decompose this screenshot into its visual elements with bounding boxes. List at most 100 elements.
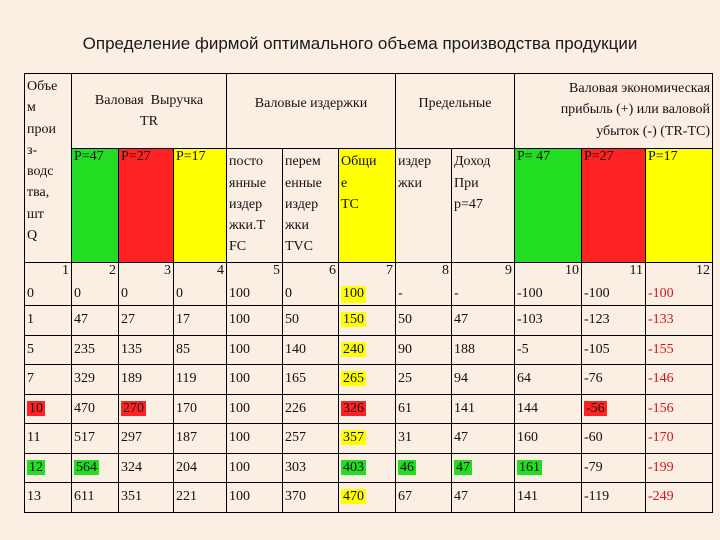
table-cell: 324 (118, 452, 174, 484)
table-cell: 188 (451, 334, 515, 366)
column-number-cell: 11 -100 (581, 262, 646, 307)
table-cell: 235 (71, 334, 119, 366)
table-cell-value: 270 (121, 400, 146, 416)
table-cell: 31 (395, 423, 452, 454)
column-number-cell: 2 0 (71, 262, 119, 307)
table-cell: 297 (118, 423, 174, 454)
column-number: 1 (62, 263, 69, 279)
table-cell: 470 (338, 482, 396, 513)
table-cell-value: 265 (341, 371, 366, 387)
table-cell: 135 (118, 334, 174, 366)
header-marginal-group: Предельные (395, 72, 515, 150)
table-cell: -155 (644, 334, 714, 366)
column-number: 12 (696, 263, 711, 279)
column-number: 5 (273, 263, 280, 279)
table-cell-value: 240 (341, 341, 366, 357)
column-number-cell: 6 0 (282, 262, 339, 307)
table-cell: 189 (118, 364, 174, 395)
table-cell: 100 (341, 286, 366, 304)
table-row: 13 611 351 221 100 370 470 67 47 141 -11… (24, 482, 714, 513)
table-cell-value: 150 (341, 312, 366, 328)
header-tc-group: Валовые издержки (226, 72, 396, 150)
table-cell: 170 (173, 393, 227, 425)
table-cell: 100 (226, 334, 283, 366)
table-row: 7 329 189 119 100 165 265 25 94 64 -76 -… (24, 364, 714, 395)
table-cell: -79 (581, 452, 646, 484)
column-number: 2 (109, 263, 116, 279)
table-cell-value: 326 (341, 400, 366, 416)
column-number: 11 (629, 263, 643, 279)
table-cell: 403 (338, 452, 396, 484)
table-cell: - (398, 286, 403, 302)
table-cell: 27 (118, 305, 174, 336)
table-cell-value: 564 (74, 459, 99, 475)
table-cell: 46 (395, 452, 452, 484)
table-cell: 240 (338, 334, 396, 366)
table-row: 11 517 297 187 100 257 357 31 47 160 -60… (24, 423, 714, 454)
table-cell: 141 (514, 482, 582, 513)
column-number-cell: 7 100 (338, 262, 396, 307)
table-cell: 221 (173, 482, 227, 513)
column-number-cell: 1 0 (24, 262, 72, 307)
table-cell: 17 (173, 305, 227, 336)
column-number: 3 (164, 263, 171, 279)
table-cell: -100 (648, 286, 674, 302)
table-cell: 61 (395, 393, 452, 425)
column-number: 8 (442, 263, 449, 279)
header-profit-p17: P=17 (644, 148, 714, 264)
table-cell: 119 (173, 364, 227, 395)
table-cell: 5 (24, 334, 72, 366)
column-number-cell: 9 - (451, 262, 515, 307)
table-cell-value: 357 (341, 430, 366, 446)
table-cell: 144 (514, 393, 582, 425)
table-cell: 11 (24, 423, 72, 454)
column-number-cell: 5 100 (226, 262, 283, 307)
table-cell: - (454, 286, 459, 302)
table-cell: 161 (514, 452, 582, 484)
header-tr-p17: P=17 (173, 148, 227, 264)
header-tvc: перем енные издер жки TVC (282, 148, 339, 264)
table-cell: 25 (395, 364, 452, 395)
table-cell: 47 (451, 482, 515, 513)
table-cell-value: 470 (341, 489, 366, 505)
table-cell: 7 (24, 364, 72, 395)
column-number: 9 (505, 263, 512, 279)
table-cell: 357 (338, 423, 396, 454)
table-cell: 160 (514, 423, 582, 454)
table-cell: 100 (226, 364, 283, 395)
table-cell: 226 (282, 393, 339, 425)
column-number: 6 (329, 263, 336, 279)
table-cell: 100 (226, 482, 283, 513)
table-cell-value: 403 (341, 459, 366, 475)
table-cell: 47 (451, 305, 515, 336)
table-row: 12 564 324 204 100 303 403 46 47 161 -79… (24, 452, 714, 484)
header-mr: Доход При р=47 (451, 148, 515, 264)
table-cell-value: 161 (517, 459, 542, 475)
header-tr-group: Валовая Выручка TR (71, 72, 227, 150)
table-cell: 0 (74, 286, 81, 302)
slide-title: Определение фирмой оптимального объема п… (82, 34, 638, 53)
table-cell: 564 (71, 452, 119, 484)
table-cell: 150 (338, 305, 396, 336)
table-cell: -56 (581, 393, 646, 425)
table-row: 10 470 270 170 100 226 326 61 141 144 -5… (24, 393, 714, 425)
column-number-cell: 8 - (395, 262, 452, 307)
table-cell: 50 (395, 305, 452, 336)
table-cell: -146 (644, 364, 714, 395)
table-cell-value: 10 (27, 400, 45, 416)
table-cell: -249 (644, 482, 714, 513)
table-cell: 0 (285, 286, 292, 302)
table-cell: -5 (514, 334, 582, 366)
column-number-cell: 10 -100 (514, 262, 582, 307)
header-tr-p27: P=27 (118, 148, 174, 264)
table-cell: -76 (581, 364, 646, 395)
table-cell: -156 (644, 393, 714, 425)
table-cell: 187 (173, 423, 227, 454)
table-row: 1 47 27 17 100 50 150 50 47 -103 -123 -1… (24, 305, 714, 336)
table-cell: 12 (24, 452, 72, 484)
profit-table: Объе м прои з- водс тва, шт Q Валовая Вы… (24, 72, 714, 513)
table-cell: -100 (517, 286, 543, 302)
header-profit-p27: P=27 (581, 148, 646, 264)
table-cell: 204 (173, 452, 227, 484)
table-cell: -105 (581, 334, 646, 366)
